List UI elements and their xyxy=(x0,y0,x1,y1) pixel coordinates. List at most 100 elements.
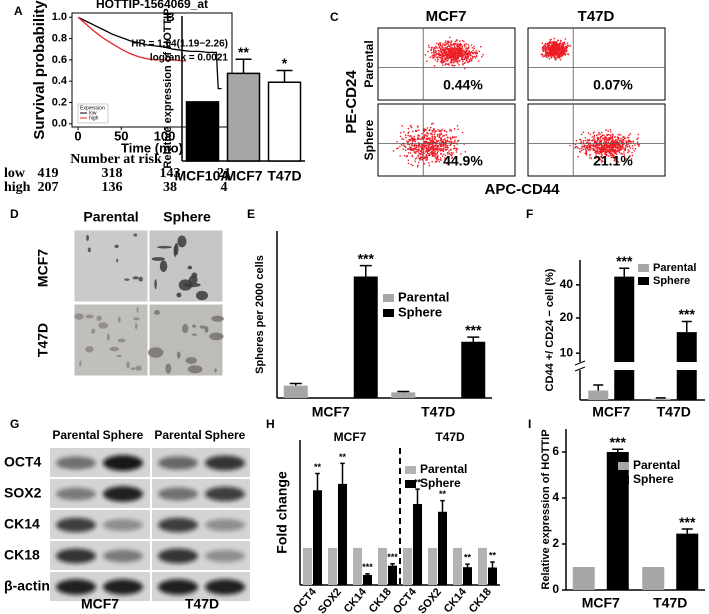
event-dot xyxy=(465,59,468,62)
event-dot xyxy=(464,44,466,47)
event-dot xyxy=(596,136,599,139)
event-dot xyxy=(566,42,569,44)
event-dot xyxy=(637,133,639,136)
row-label: MCF7 xyxy=(35,249,51,287)
event-dot xyxy=(611,155,614,157)
event-dot xyxy=(469,51,472,54)
event-dot xyxy=(592,148,595,150)
row-label: Parental xyxy=(362,40,376,87)
event-dot xyxy=(438,130,441,133)
event-dot xyxy=(431,153,434,156)
event-dot xyxy=(467,55,470,58)
y-tick-label: 0.0 xyxy=(52,118,67,130)
micrograph xyxy=(148,303,224,377)
significance: ** xyxy=(238,44,249,60)
event-dot xyxy=(549,42,552,44)
event-dot xyxy=(447,157,450,160)
event-dot xyxy=(584,137,587,139)
event-dot xyxy=(613,146,615,148)
event-dot xyxy=(607,155,610,157)
event-dot xyxy=(427,141,430,144)
event-dot xyxy=(602,138,604,140)
event-dot xyxy=(595,134,598,137)
event-dot xyxy=(634,148,637,150)
event-dot xyxy=(454,139,456,142)
cell-cluster xyxy=(106,333,110,342)
group-label: MCF7 xyxy=(81,596,119,612)
event-dot xyxy=(443,48,446,50)
event-dot xyxy=(417,137,419,140)
event-dot xyxy=(542,50,545,53)
event-dot xyxy=(599,148,601,150)
event-dot xyxy=(444,154,447,157)
event-dot xyxy=(451,157,453,159)
event-dot xyxy=(615,153,618,156)
cell-cluster xyxy=(159,260,168,272)
event-dot xyxy=(482,53,484,56)
event-dot xyxy=(450,40,453,42)
event-dot xyxy=(457,128,459,131)
event-dot xyxy=(417,151,420,153)
event-dot xyxy=(546,42,549,45)
event-dot xyxy=(417,161,420,164)
significance: *** xyxy=(679,306,696,322)
event-dot xyxy=(424,54,427,56)
cell-cluster xyxy=(195,290,208,301)
event-dot xyxy=(409,134,412,137)
event-dot xyxy=(460,153,462,155)
legend-label: Sphere xyxy=(420,476,461,490)
event-dot xyxy=(404,149,407,151)
event-dot xyxy=(450,56,452,59)
event-dot xyxy=(452,136,454,138)
event-dot xyxy=(414,160,416,163)
event-dot xyxy=(469,57,472,60)
event-dot xyxy=(458,64,460,66)
event-dot xyxy=(449,49,451,51)
risk-count: 143 xyxy=(160,166,181,181)
event-dot xyxy=(460,56,463,59)
event-dot xyxy=(435,50,437,52)
event-dot xyxy=(463,62,466,65)
event-dot xyxy=(430,49,432,51)
event-dot xyxy=(437,56,439,58)
event-dot xyxy=(605,137,607,139)
event-dot xyxy=(611,137,613,140)
x-tick-label: T47D xyxy=(267,168,301,184)
event-dot xyxy=(416,145,418,147)
event-dot xyxy=(585,152,588,154)
event-dot xyxy=(615,146,618,149)
event-dot xyxy=(560,41,562,43)
event-dot xyxy=(544,52,547,55)
event-dot xyxy=(436,145,439,148)
event-dot xyxy=(447,59,449,61)
event-dot xyxy=(598,144,600,147)
event-dot xyxy=(592,149,595,151)
cell-cluster xyxy=(151,257,165,261)
event-dot xyxy=(429,146,432,149)
event-dot xyxy=(555,45,557,47)
event-dot xyxy=(600,161,603,163)
risk-count: 38 xyxy=(163,180,177,195)
significance: *** xyxy=(610,434,627,450)
event-dot xyxy=(437,129,439,131)
event-dot xyxy=(628,145,631,147)
column-label: Sphere xyxy=(103,428,144,442)
cell-cluster xyxy=(86,234,90,241)
row-label: OCT4 xyxy=(4,454,42,470)
event-dot xyxy=(559,56,561,58)
event-dot xyxy=(437,49,440,52)
error-bar xyxy=(397,390,410,393)
cell-cluster xyxy=(176,292,182,298)
y-tick-label: 40 xyxy=(560,277,574,291)
event-dot xyxy=(447,43,450,46)
event-dot xyxy=(607,151,610,153)
event-dot xyxy=(452,53,455,55)
event-dot xyxy=(403,131,405,133)
event-dot xyxy=(455,151,458,153)
event-dot xyxy=(600,141,602,144)
cell-cluster xyxy=(79,360,82,367)
event-dot xyxy=(580,133,583,136)
event-dot xyxy=(552,53,554,56)
error-bar xyxy=(467,336,480,342)
event-dot xyxy=(589,149,591,152)
